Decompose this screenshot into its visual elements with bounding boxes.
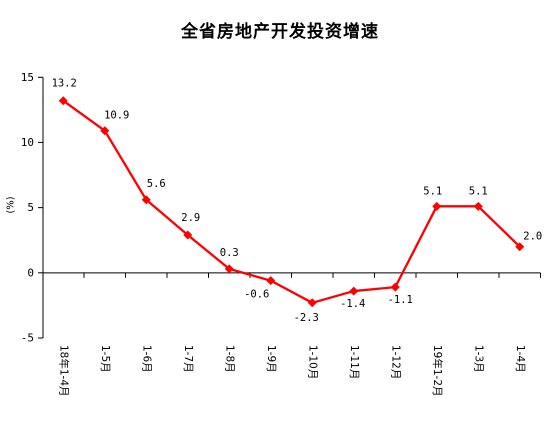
y-tick-label: 15 — [21, 71, 34, 84]
x-tick-label: 1-11月 — [348, 345, 360, 379]
y-tick-label: 0 — [27, 266, 34, 279]
x-tick-label: 19年1-2月 — [431, 345, 444, 397]
data-point-marker — [390, 282, 400, 292]
x-tick-label: 1-12月 — [389, 345, 401, 379]
x-tick-label: 1-4月 — [514, 345, 526, 373]
data-label: 10.9 — [104, 110, 129, 122]
x-tick-label: 1-6月 — [140, 345, 152, 373]
x-tick-label: 1-9月 — [265, 345, 277, 373]
y-tick-label: 5 — [27, 201, 34, 214]
x-tick-label: 1-8月 — [223, 345, 235, 373]
chart-title: 全省房地产开发投资增速 — [181, 22, 379, 42]
data-point-marker — [141, 195, 151, 205]
data-point-marker — [349, 286, 359, 296]
data-point-marker — [224, 264, 234, 274]
x-tick-label: 1-10月 — [306, 345, 318, 379]
data-point-marker — [515, 242, 525, 252]
x-tick-label: 1-7月 — [182, 345, 194, 373]
data-label: 5.1 — [469, 185, 488, 197]
data-label: -2.3 — [294, 312, 319, 324]
data-point-marker — [100, 126, 110, 136]
series-line — [62, 99, 521, 304]
y-tick-label: -5 — [21, 332, 34, 345]
data-label: 5.1 — [423, 185, 442, 197]
data-point-marker — [307, 298, 317, 308]
x-tick-label: 1-5月 — [99, 345, 111, 373]
x-tick-label: 1-3月 — [472, 345, 484, 373]
data-label: 5.6 — [147, 178, 166, 190]
data-label: 0.3 — [220, 247, 239, 259]
data-label: -1.1 — [388, 294, 413, 306]
data-point-marker — [183, 230, 193, 240]
data-point-marker — [473, 201, 483, 211]
data-label: 13.2 — [52, 78, 77, 90]
data-label: -1.4 — [340, 298, 365, 310]
data-label: 2.9 — [181, 212, 200, 224]
x-tick-label: 18年1-4月 — [57, 345, 70, 397]
data-label: -0.6 — [244, 289, 269, 301]
y-axis-label: (%) — [6, 196, 17, 213]
y-tick-label: 10 — [21, 136, 34, 149]
data-point-marker — [58, 96, 68, 106]
data-label: 2.0 — [523, 231, 542, 243]
data-point-marker — [266, 276, 276, 286]
data-point-marker — [432, 201, 442, 211]
